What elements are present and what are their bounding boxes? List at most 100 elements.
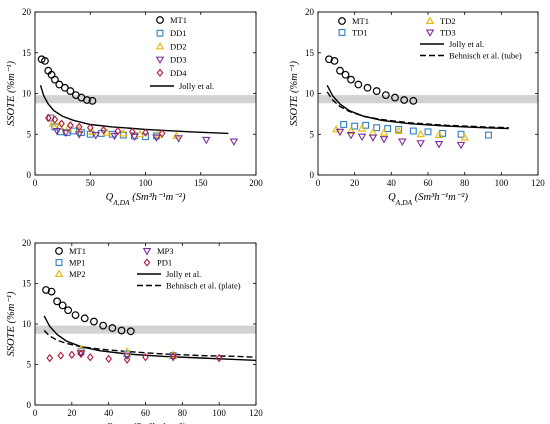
- data-point-td3: [357, 133, 367, 142]
- legend-marker-td3: [425, 29, 435, 37]
- data-point-pd1: [123, 355, 131, 364]
- series-dd4: [44, 113, 166, 138]
- x-tick-label: 150: [194, 178, 208, 188]
- x-tick-label: 50: [86, 178, 96, 188]
- legend-entry-mp1: MP1: [55, 258, 86, 268]
- legend-entry-mt1: MT1: [55, 246, 86, 256]
- y-tick-label: 5: [27, 129, 32, 139]
- legend-marker-mp1: [55, 259, 63, 266]
- data-point-td1: [424, 128, 432, 136]
- x-tick-label: 40: [104, 408, 114, 418]
- data-point-pd1: [215, 353, 223, 363]
- data-point-dd4: [67, 121, 74, 130]
- data-point-mp3: [122, 352, 132, 360]
- data-point-dd4: [51, 115, 59, 124]
- data-point-td2: [379, 128, 389, 136]
- data-point-mt1: [108, 324, 117, 332]
- legend-label: Jolly et al.: [449, 39, 484, 49]
- data-point-mt1: [381, 91, 390, 100]
- legend-marker-mt1: [156, 16, 164, 24]
- data-point-dd4: [86, 123, 94, 132]
- data-point-dd3: [61, 129, 71, 138]
- data-point-td3: [346, 132, 356, 140]
- x-tick-label: 100: [212, 408, 226, 418]
- data-point-pd1: [142, 353, 149, 362]
- y-tick-label: 0: [27, 400, 32, 410]
- data-point-mt1: [391, 93, 399, 102]
- x-tick-label: 60: [424, 178, 434, 188]
- data-point-dd4: [114, 126, 122, 136]
- chart-panel-top-left: 0 50 100 150 200 0 5 10 15 20 QA,DA (Sm³h⁻¹m⁻²) SSO…: [6, 7, 263, 207]
- x-tick-label: 20: [67, 408, 77, 418]
- data-point-td1: [362, 121, 370, 129]
- legend-entry-behnisch-et-al-tube: Behnisch et al. (tube): [420, 51, 522, 61]
- data-point-td3: [368, 134, 378, 142]
- legend-label: Behnisch et al. (plate): [166, 281, 241, 291]
- data-point-mt1: [71, 311, 80, 319]
- x-tick-label: 0: [316, 178, 321, 188]
- data-point-mt1: [354, 80, 363, 89]
- data-point-dd4: [44, 113, 52, 123]
- x-axis-label: QA,DA (Sm³h⁻¹m⁻²): [106, 422, 186, 424]
- y-tick-label: 10: [22, 319, 32, 329]
- data-point-mt1: [66, 87, 75, 95]
- data-point-mt1: [363, 83, 372, 92]
- y-tick-label: 15: [305, 48, 315, 58]
- model-line-behnisch-et-al-tube: [326, 91, 509, 129]
- legend-entry-dd4: DD4: [156, 68, 187, 78]
- data-point-mt1: [55, 80, 64, 89]
- data-point-mt1: [80, 314, 89, 323]
- data-point-dd2: [74, 125, 84, 134]
- data-point-dd3: [202, 136, 211, 145]
- data-point-mp2: [122, 347, 132, 355]
- data-point-mt1: [400, 96, 409, 104]
- y-tick-label: 20: [22, 7, 32, 17]
- y-tick-label: 10: [305, 89, 315, 99]
- x-tick-label: 100: [495, 178, 509, 188]
- data-point-dd2: [119, 129, 128, 137]
- legend-label: TD1: [352, 28, 368, 38]
- legend-label: DD1: [170, 28, 187, 38]
- data-point-td3: [416, 140, 425, 148]
- legend-entry-mt1: MT1: [156, 15, 187, 25]
- legend-label: MP2: [69, 269, 86, 279]
- legend-entry-jolly-et-al: Jolly et al.: [137, 269, 201, 279]
- plot-frame: [317, 11, 539, 176]
- legend-marker-dd3: [155, 56, 165, 65]
- legend-entry-td2: TD2: [425, 16, 456, 26]
- data-point-td2: [416, 129, 425, 138]
- x-tick-label: 120: [249, 408, 263, 418]
- data-point-td3: [379, 136, 389, 144]
- data-point-mt1: [372, 87, 381, 95]
- legend-label: DD3: [170, 55, 187, 65]
- data-point-pd1: [105, 354, 113, 364]
- data-point-mt1: [83, 96, 91, 104]
- y-tick-label: 0: [310, 170, 315, 180]
- legend-entry-mp2: MP2: [54, 269, 86, 279]
- legend-label: MT1: [352, 16, 369, 26]
- legend-label: MT1: [170, 15, 187, 25]
- data-point-mt1: [58, 301, 67, 310]
- data-point-mt1: [53, 297, 61, 306]
- data-point-dd3: [52, 127, 62, 136]
- y-tick-label: 10: [22, 89, 32, 99]
- data-point-pd1: [77, 349, 85, 359]
- data-point-mt1: [347, 75, 355, 84]
- data-point-mt1: [64, 306, 73, 315]
- data-point-dd4: [158, 129, 166, 138]
- data-point-mt1: [41, 57, 49, 65]
- data-layer: [42, 286, 256, 364]
- data-point-dd4: [128, 127, 136, 136]
- data-point-td1: [409, 127, 417, 135]
- data-point-mt1: [88, 96, 97, 105]
- x-tick-label: 40: [387, 178, 397, 188]
- data-point-td2: [460, 133, 469, 141]
- legend-entry-dd3: DD3: [155, 55, 187, 65]
- data-point-mt1: [330, 57, 339, 65]
- reference-band: [35, 95, 256, 104]
- series-td3: [335, 128, 466, 150]
- x-tick-label: 20: [350, 178, 360, 188]
